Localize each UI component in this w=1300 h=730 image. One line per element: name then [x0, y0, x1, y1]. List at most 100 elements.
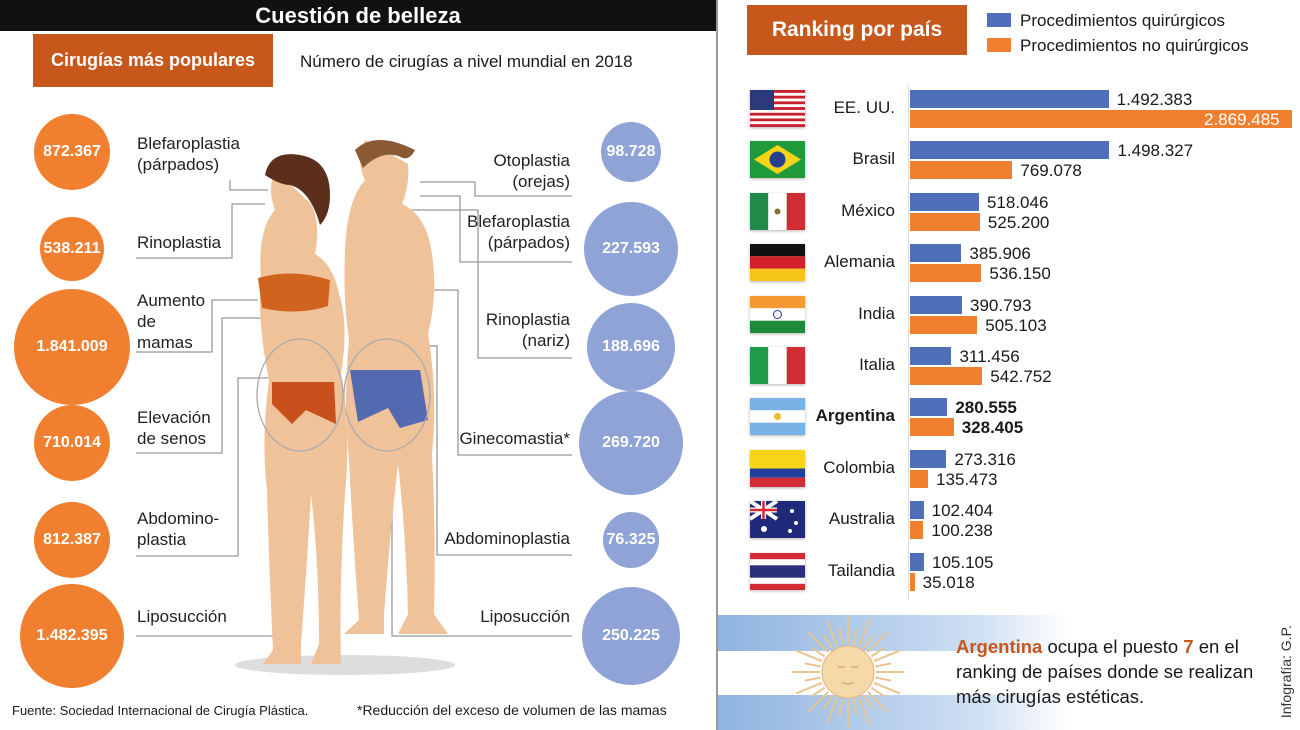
surgical-bar [910, 244, 962, 263]
nonsurgical-value-label: 505.103 [985, 315, 1047, 335]
nonsurgical-bar [910, 264, 982, 283]
women-value-circle: 538.211 [40, 217, 104, 281]
surgical-value-label: 280.555 [955, 398, 1017, 418]
surgical-value-label: 273.316 [954, 449, 1016, 469]
women-value-circle: 812.387 [34, 502, 110, 578]
procedure-label-line: Rinoplastia [485, 310, 570, 329]
legend-swatch-nonsurgical [987, 38, 1011, 52]
procedure-label-line: Liposucción [137, 607, 227, 626]
procedure-label-line: Elevación [137, 408, 211, 427]
country-label: Brasil [852, 149, 895, 169]
description: Número de cirugías a nivel mundial en 20… [300, 52, 633, 71]
men-procedure-label: Rinoplastia (nariz) [486, 309, 570, 351]
flag-italy-icon [750, 347, 805, 384]
procedure-label-line: de [137, 312, 156, 331]
men-value-circle: 250.225 [582, 587, 680, 685]
flag-usa-icon [750, 90, 805, 127]
leader-lines [136, 180, 572, 637]
nonsurgical-value-label: 328.405 [961, 418, 1024, 438]
men-procedure-label: Blefaroplastia (párpados) [467, 211, 570, 253]
ranking-panel: Ranking por país Procedimientos quirúrgi… [716, 0, 1300, 730]
surgical-bar [910, 449, 947, 468]
body-figures [136, 140, 572, 675]
surgical-value-label: 102.404 [931, 501, 994, 521]
credit: Infografía: G.P. [1278, 625, 1294, 719]
country-label: Alemania [824, 252, 895, 272]
argentina-note-box: Argentina ocupa el puesto 7 en el rankin… [718, 615, 1300, 730]
women-value-circle: 1.482.395 [20, 584, 124, 688]
flag-australia-icon [748, 499, 805, 539]
procedure-label-line: Blefaroplastia [137, 134, 241, 153]
procedure-label-line: (párpados) [137, 155, 220, 174]
women-procedure-label: Liposucción [137, 606, 227, 627]
men-procedure-label: Abdominoplastia [444, 528, 570, 549]
country-label: Tailandia [827, 560, 895, 580]
surgical-value-label: 311.456 [959, 347, 1020, 366]
procedure-label-line: mamas [137, 333, 193, 352]
men-value-circle: 188.696 [587, 303, 675, 391]
men-value-circle: 98.728 [601, 122, 661, 182]
men-value-circle: 76.325 [603, 512, 659, 568]
nonsurgical-value-label: 35.018 [922, 572, 975, 592]
country-label: India [858, 303, 895, 323]
nonsurgical-bar [910, 367, 983, 385]
woman-figure [256, 154, 348, 664]
surgical-value-label: 390.793 [970, 295, 1032, 315]
flag-argentina-icon [750, 398, 805, 436]
men-procedure-label: Otoplastia (orejas) [493, 150, 570, 192]
nonsurgical-value-label: 2.869.485 [1204, 110, 1280, 129]
popular-surgeries-panel: Cuestión de belleza Cirugías más popular… [0, 0, 716, 718]
procedure-label-line: plastia [137, 530, 187, 549]
women-value-circle: 1.841.009 [14, 289, 130, 405]
nonsurgical-bar [910, 572, 915, 591]
chart-title: Ranking por país [747, 5, 967, 55]
surgical-bar [910, 501, 924, 520]
page-title: Cuestión de belleza [0, 0, 716, 31]
country-label: EE. UU. [833, 98, 895, 117]
surgical-bar [910, 90, 1109, 108]
surgical-bar [910, 141, 1110, 160]
legend-swatch-surgical [987, 13, 1011, 27]
men-procedure-label: Liposucción [480, 606, 570, 627]
nonsurgical-bar [910, 315, 978, 334]
women-procedure-label: Elevación de senos [137, 407, 211, 449]
surgical-value-label: 1.498.327 [1117, 141, 1194, 161]
legend-label-nonsurgical: Procedimientos no quirúrgicos [1020, 36, 1249, 55]
procedure-label-line: Abdomino- [137, 509, 220, 528]
surgical-bar [910, 295, 963, 314]
surgical-bar [910, 192, 979, 211]
nonsurgical-bar [910, 161, 1013, 180]
procedure-label-line: (párpados) [487, 233, 570, 252]
flag-mexico-icon [750, 192, 805, 230]
flag-colombia-icon [750, 449, 805, 487]
source-note: Fuente: Sociedad Internacional de Cirugí… [12, 703, 309, 718]
nonsurgical-bar [910, 212, 980, 231]
women-procedure-label: Blefaroplastia (párpados) [137, 133, 240, 175]
surgical-bar [910, 398, 948, 417]
nonsurgical-bar [910, 469, 929, 488]
surgical-value-label: 105.105 [931, 552, 994, 572]
axis-line [908, 85, 909, 600]
country-label: Italia [859, 355, 895, 374]
nonsurgical-value-label: 769.078 [1020, 161, 1082, 181]
women-procedure-label: Abdomino-plastia [137, 508, 219, 550]
procedure-label-line: (orejas) [512, 172, 570, 191]
surgical-bar [910, 552, 924, 571]
argentina-note: Argentina ocupa el puesto 7 en el rankin… [956, 636, 1254, 707]
procedure-label-line: Liposucción [480, 607, 570, 626]
nonsurgical-value-label: 525.200 [987, 212, 1050, 232]
procedure-label-line: Otoplastia [493, 151, 570, 170]
women-value-circle: 710.014 [34, 405, 110, 481]
surgical-bar [910, 347, 952, 365]
procedure-label-line: Blefaroplastia [466, 212, 570, 231]
men-procedure-label: Ginecomastia* [459, 428, 570, 449]
procedure-label-line: Ginecomastia* [459, 429, 570, 448]
surgical-value-label: 385.906 [969, 244, 1031, 264]
surgical-value-label: 1.492.383 [1116, 90, 1193, 109]
country-label: Colombia [823, 457, 895, 477]
procedure-label-line: Rinoplastia [137, 233, 222, 252]
legend-label-surgical: Procedimientos quirúrgicos [1020, 11, 1226, 30]
men-value-circle: 269.720 [579, 391, 683, 495]
country-label: México [841, 200, 895, 220]
procedure-label-line: Abdominoplastia [444, 529, 570, 548]
